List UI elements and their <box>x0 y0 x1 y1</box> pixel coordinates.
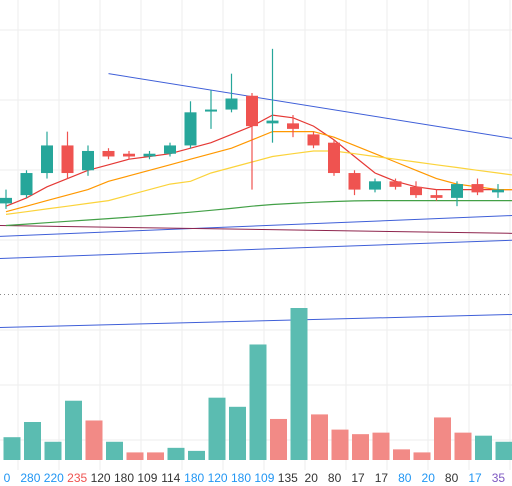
candle-body <box>82 150 94 171</box>
trendline <box>0 225 512 234</box>
volume-label: 120 <box>91 471 111 485</box>
candle-body <box>266 120 279 124</box>
candle-body <box>225 98 238 110</box>
volume-bar <box>147 452 164 460</box>
volume-bar <box>85 420 103 460</box>
volume-bar <box>106 441 123 460</box>
volume-bars <box>3 308 512 460</box>
volume-label: 17 <box>375 471 389 485</box>
volume-label: 114 <box>161 471 180 485</box>
volume-label: 109 <box>137 471 157 485</box>
volume-label: 180 <box>231 471 251 485</box>
volume-bar <box>270 418 287 460</box>
volume-bar <box>249 344 267 460</box>
trendlines <box>0 73 512 328</box>
volume-bar <box>434 417 451 460</box>
candle-body <box>451 184 463 198</box>
volume-label: 80 <box>328 471 342 485</box>
volume-bar <box>393 449 410 460</box>
trendline <box>0 239 512 259</box>
candle-body <box>348 173 361 190</box>
volume-bar <box>290 308 308 460</box>
volume-label: 180 <box>184 471 204 485</box>
volume-labels: 0 280 220 235 120 180 109 114 180 120 180 109 135 20 8… <box>4 471 506 485</box>
volume-label: 35 <box>492 471 506 485</box>
volume-label: 20 <box>305 471 319 485</box>
volume-bar <box>65 400 82 460</box>
volume-label: 280 <box>20 471 40 485</box>
grid-lines <box>0 0 512 470</box>
candle-body <box>102 150 115 157</box>
volume-bar <box>372 432 390 460</box>
volume-label: 17 <box>351 471 365 485</box>
moving-average-line <box>5 131 512 213</box>
candle-body <box>410 186 422 196</box>
volume-bar <box>311 414 328 460</box>
volume-label: 120 <box>208 471 228 485</box>
candle-body <box>123 153 135 157</box>
volume-label: 80 <box>445 471 459 485</box>
trendline <box>108 73 512 139</box>
candle-body <box>369 181 381 190</box>
volume-bar <box>413 452 431 460</box>
volume-bar <box>208 397 226 460</box>
candle-body <box>246 95 258 127</box>
volume-bar <box>44 441 62 460</box>
volume-bar <box>495 441 512 460</box>
trendline <box>0 215 512 237</box>
candle-body <box>205 109 217 112</box>
volume-label: 0 <box>4 471 11 485</box>
volume-bar <box>454 432 472 460</box>
volume-bar <box>475 435 492 460</box>
candle-body <box>0 197 12 204</box>
candle-body <box>492 189 504 193</box>
candle-body <box>184 112 197 146</box>
volume-label: 109 <box>254 471 274 485</box>
trendline <box>0 313 512 328</box>
volume-label: 17 <box>468 471 482 485</box>
volume-bar <box>24 422 41 460</box>
candle-body <box>41 145 53 174</box>
volume-bar <box>3 437 21 460</box>
candle-body <box>471 184 484 193</box>
candle-body <box>20 173 33 196</box>
candle-body <box>143 153 156 157</box>
candle-body <box>61 145 74 174</box>
volume-label: 220 <box>44 471 64 485</box>
candle-body <box>287 123 299 129</box>
volume-bar <box>188 450 205 460</box>
volume-label: 135 <box>278 471 298 485</box>
volume-label: 235 <box>67 471 87 485</box>
volume-bar <box>352 434 369 460</box>
candle-body <box>307 134 320 146</box>
volume-bar <box>229 406 246 460</box>
volume-bar <box>331 429 349 460</box>
candle-body <box>389 181 402 187</box>
volume-label: 80 <box>398 471 412 485</box>
candles <box>0 48 504 209</box>
volume-label: 180 <box>114 471 134 485</box>
candle-body <box>328 142 340 174</box>
moving-average-line <box>5 200 512 227</box>
volume-bar <box>167 447 185 460</box>
volume-label: 20 <box>422 471 436 485</box>
moving-average-line <box>5 150 512 215</box>
candle-body <box>430 195 443 198</box>
candle-body <box>164 145 176 154</box>
volume-bar <box>126 452 144 460</box>
